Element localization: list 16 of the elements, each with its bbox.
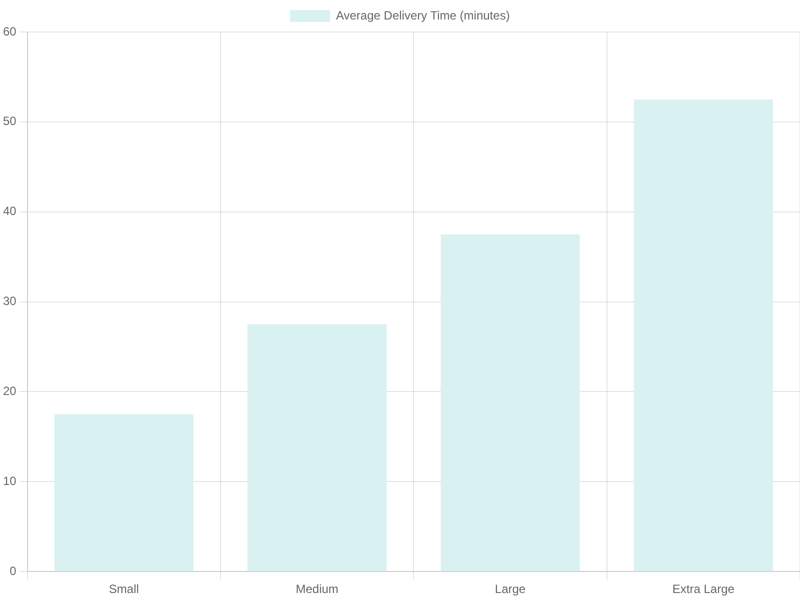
x-tick-label: Small <box>108 582 139 596</box>
bar <box>248 324 387 572</box>
y-tick-label: 30 <box>2 294 17 308</box>
y-tick-label: 40 <box>2 204 17 218</box>
y-tick-label: 0 <box>10 564 17 578</box>
x-tick-label: Extra Large <box>672 582 735 596</box>
y-tick-label: 10 <box>2 474 17 488</box>
bar <box>440 234 580 572</box>
y-tick-label: 60 <box>2 24 17 38</box>
bar <box>634 99 773 572</box>
x-tick-label: Large <box>494 582 526 596</box>
y-tick-label: 20 <box>2 384 17 398</box>
y-tick-label: 50 <box>2 114 17 128</box>
legend-label: Average Delivery Time (minutes) <box>336 8 510 22</box>
x-tick-label: Medium <box>296 582 338 596</box>
bar <box>54 414 194 572</box>
